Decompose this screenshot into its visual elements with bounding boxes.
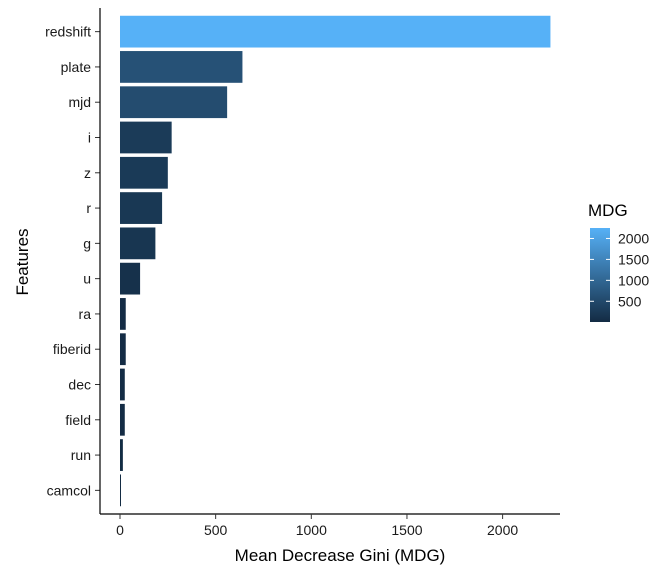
y-axis-title: Features [13, 228, 32, 295]
bar-plate [120, 51, 243, 83]
x-tick-label: 500 [204, 522, 228, 538]
bar-r [120, 192, 163, 224]
bar-field [120, 403, 125, 436]
x-tick-label: 1000 [296, 522, 327, 538]
bar-fiberid [120, 333, 126, 366]
y-tick-label-plate: plate [61, 59, 92, 75]
y-tick-label-z: z [84, 165, 91, 181]
y-tick-label-field: field [65, 412, 91, 428]
y-tick-label-mjd: mjd [68, 94, 91, 110]
legend-tick-label: 1000 [618, 272, 649, 288]
legend-colorbar [590, 228, 610, 322]
y-tick-label-dec: dec [68, 377, 91, 393]
y-tick-label-fiberid: fiberid [53, 341, 91, 357]
bar-i [120, 121, 172, 154]
y-tick-label-ra: ra [79, 306, 92, 322]
bar-dec [120, 368, 125, 401]
bar-u [120, 262, 141, 295]
legend-tick-label: 1500 [618, 251, 649, 267]
bar-run [120, 439, 123, 471]
y-tick-label-i: i [88, 130, 91, 146]
y-tick-label-u: u [83, 271, 91, 287]
x-axis-title: Mean Decrease Gini (MDG) [235, 546, 446, 565]
bar-ra [120, 298, 126, 330]
legend-tick-label: 2000 [618, 230, 649, 246]
y-tick-label-r: r [86, 200, 91, 216]
x-tick-label: 2000 [487, 522, 518, 538]
legend-title: MDG [588, 201, 628, 220]
bar-z [120, 156, 168, 189]
x-tick-label: 1500 [391, 522, 422, 538]
y-tick-label-camcol: camcol [47, 482, 91, 498]
y-tick-label-run: run [71, 447, 91, 463]
bar-redshift [120, 15, 551, 48]
bar-g [120, 227, 156, 260]
bar-mjd [120, 86, 228, 119]
bar-camcol [120, 474, 121, 507]
y-tick-label-redshift: redshift [45, 24, 91, 40]
legend-tick-label: 500 [618, 293, 642, 309]
x-tick-label: 0 [116, 522, 124, 538]
y-tick-label-g: g [83, 235, 91, 251]
